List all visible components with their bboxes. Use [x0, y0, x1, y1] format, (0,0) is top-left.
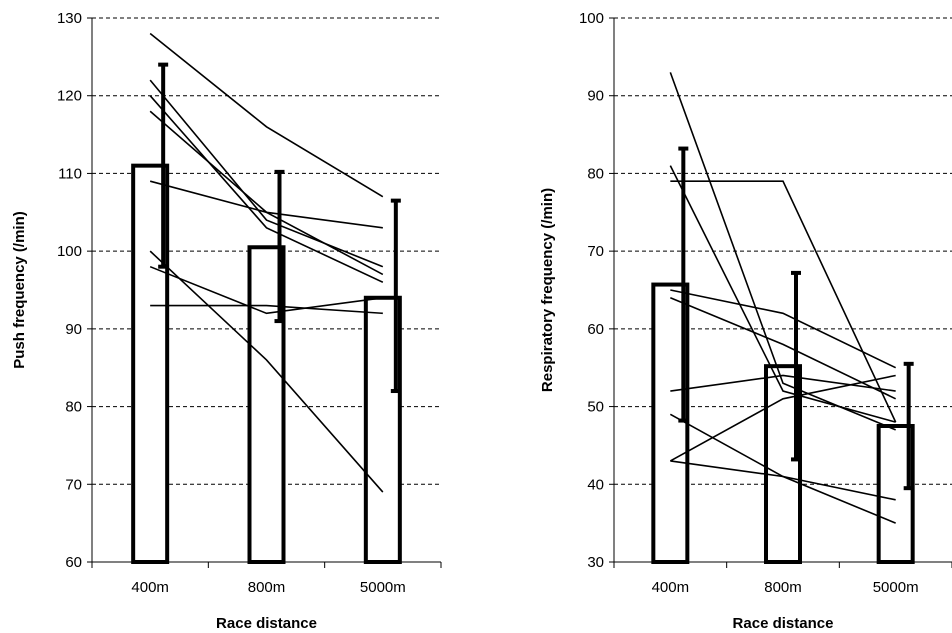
individual-line: [149, 79, 384, 268]
individual-line: [670, 289, 897, 369]
individual-line: [670, 297, 897, 400]
individual-line: [670, 460, 896, 501]
y-axis-label: Push frequency (/min): [11, 211, 28, 369]
y-tick-label: 40: [587, 476, 604, 493]
push-frequency-panel: 60 70 80 90 100 110 120 130 400m 800m 5000m Race di…: [11, 10, 442, 632]
individual-line: [149, 265, 383, 315]
x-axis-label: Race distance: [216, 615, 317, 632]
x-tick-label: 5000m: [360, 579, 406, 596]
y-tick-label: 90: [65, 321, 82, 338]
individual-line: [150, 304, 383, 315]
y-tick-label: 70: [587, 243, 604, 260]
y-tick-label: 100: [579, 10, 604, 27]
y-tick-label: 100: [57, 243, 82, 260]
y-tick-label: 80: [587, 165, 604, 182]
x-tick-label: 800m: [764, 579, 802, 596]
x-tick-label: 800m: [248, 579, 286, 596]
y-tick-label: 80: [65, 399, 82, 416]
y-tick-label: 110: [58, 165, 82, 182]
y-tick-label: 70: [65, 476, 82, 493]
individual-line: [149, 180, 383, 229]
individual-line: [149, 95, 384, 283]
individual-line: [149, 32, 384, 198]
y-tick-label: 120: [57, 88, 82, 105]
individual-line: [669, 72, 896, 431]
individual-line: [670, 180, 897, 423]
y-tick-label: 30: [587, 554, 604, 571]
individual-line: [670, 374, 896, 392]
individual-line: [669, 165, 896, 423]
individual-line: [149, 250, 384, 493]
x-tick-label: 400m: [131, 579, 169, 596]
y-tick-label: 60: [587, 321, 604, 338]
x-axis-label: Race distance: [733, 615, 834, 632]
x-tick-label: 400m: [652, 579, 690, 596]
y-tick-label: 90: [587, 88, 604, 105]
respiratory-frequency-panel: 30 40 50 60 70 80 90 100 400m 800m 5000m Race dista…: [539, 10, 952, 632]
x-tick-label: 5000m: [873, 579, 919, 596]
individual-line: [669, 374, 896, 462]
y-tick-label: 60: [65, 554, 82, 571]
y-tick-label: 130: [57, 10, 82, 27]
y-tick-label: 50: [587, 399, 604, 416]
y-axis-label: Respiratory frequency (/min): [539, 188, 556, 392]
